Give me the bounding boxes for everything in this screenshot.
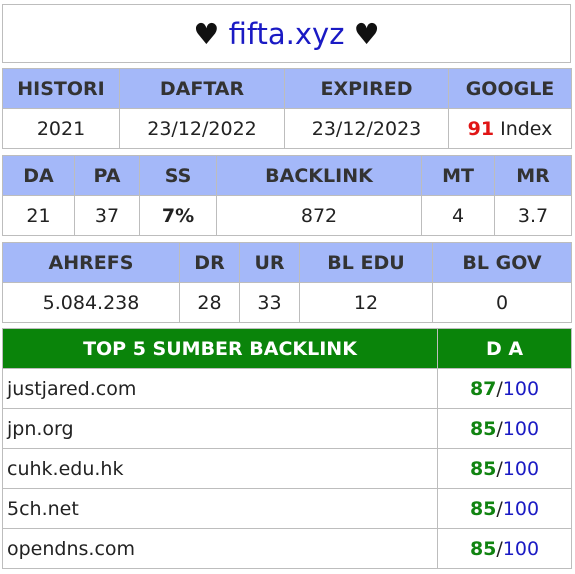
value-mr: 3.7 xyxy=(494,195,572,236)
backlink-da: 85/100 xyxy=(437,528,572,569)
value-bl-gov: 0 xyxy=(432,282,572,323)
value-mt: 4 xyxy=(421,195,495,236)
google-index-count: 91 xyxy=(467,117,495,140)
header-backlink: BACKLINK xyxy=(216,155,422,196)
backlink-da: 85/100 xyxy=(437,448,572,489)
da-separator: / xyxy=(496,497,503,520)
da-max: 100 xyxy=(502,457,540,480)
value-ss: 7% xyxy=(139,195,217,236)
backlink-da: 85/100 xyxy=(437,488,572,529)
backlink-domain[interactable]: opendns.com xyxy=(2,528,438,569)
header-mr: MR xyxy=(494,155,572,196)
header-mt: MT xyxy=(421,155,495,196)
header-dr: DR xyxy=(179,242,240,283)
backlink-domain[interactable]: jpn.org xyxy=(2,408,438,449)
value-histori: 2021 xyxy=(2,108,120,149)
value-da: 21 xyxy=(2,195,75,236)
da-max: 100 xyxy=(502,377,540,400)
heart-icon: ♥ xyxy=(193,16,220,51)
da-separator: / xyxy=(496,457,503,480)
header-ahrefs: AHREFS xyxy=(2,242,180,283)
header-google: GOOGLE xyxy=(448,68,572,109)
value-dr: 28 xyxy=(179,282,240,323)
table-row: 5ch.net 85/100 xyxy=(2,488,572,529)
header-ss: SS xyxy=(139,155,217,196)
value-expired: 23/12/2023 xyxy=(284,108,449,149)
header-expired: EXPIRED xyxy=(284,68,449,109)
header-top-sources: TOP 5 SUMBER BACKLINK xyxy=(2,328,438,369)
da-score: 85 xyxy=(469,497,497,520)
value-ur: 33 xyxy=(239,282,300,323)
value-bl-edu: 12 xyxy=(299,282,433,323)
header-da-score: D A xyxy=(437,328,572,369)
header-bl-edu: BL EDU xyxy=(299,242,433,283)
header-bl-gov: BL GOV xyxy=(432,242,572,283)
ahrefs-table: AHREFS DR UR BL EDU BL GOV 5.084.238 28 … xyxy=(2,242,572,323)
header-da: DA xyxy=(2,155,75,196)
value-backlink: 872 xyxy=(216,195,422,236)
table-row: jpn.org 85/100 xyxy=(2,408,572,449)
moz-table: DA PA SS BACKLINK MT MR 21 37 7% 872 4 3… xyxy=(2,155,572,236)
header-daftar: DAFTAR xyxy=(119,68,285,109)
site-name[interactable]: fifta.xyz xyxy=(228,16,345,51)
site-title: ♥ fifta.xyz ♥ xyxy=(2,4,571,63)
da-max: 100 xyxy=(502,537,540,560)
da-max: 100 xyxy=(502,417,540,440)
da-score: 85 xyxy=(469,417,497,440)
overview-table: HISTORI DAFTAR EXPIRED GOOGLE 2021 23/12… xyxy=(2,68,572,149)
da-separator: / xyxy=(496,417,503,440)
table-row: cuhk.edu.hk 85/100 xyxy=(2,448,572,489)
da-score: 85 xyxy=(469,537,497,560)
da-score: 85 xyxy=(469,457,497,480)
da-score: 87 xyxy=(469,377,497,400)
heart-icon: ♥ xyxy=(353,16,380,51)
header-histori: HISTORI xyxy=(2,68,120,109)
value-daftar: 23/12/2022 xyxy=(119,108,285,149)
backlink-da: 85/100 xyxy=(437,408,572,449)
value-google: 91 Index xyxy=(448,108,572,149)
backlink-domain[interactable]: 5ch.net xyxy=(2,488,438,529)
header-ur: UR xyxy=(239,242,300,283)
table-row: opendns.com 85/100 xyxy=(2,528,572,569)
da-max: 100 xyxy=(502,497,540,520)
value-pa: 37 xyxy=(74,195,140,236)
da-separator: / xyxy=(496,377,503,400)
value-ahrefs: 5.084.238 xyxy=(2,282,180,323)
title-table: ♥ fifta.xyz ♥ xyxy=(2,4,571,63)
da-separator: / xyxy=(496,537,503,560)
top-backlinks-table: TOP 5 SUMBER BACKLINK D A justjared.com … xyxy=(2,328,572,569)
backlink-domain[interactable]: justjared.com xyxy=(2,368,438,409)
backlink-da: 87/100 xyxy=(437,368,572,409)
header-pa: PA xyxy=(74,155,140,196)
backlink-domain[interactable]: cuhk.edu.hk xyxy=(2,448,438,489)
google-index-label: Index xyxy=(500,117,553,140)
table-row: justjared.com 87/100 xyxy=(2,368,572,409)
